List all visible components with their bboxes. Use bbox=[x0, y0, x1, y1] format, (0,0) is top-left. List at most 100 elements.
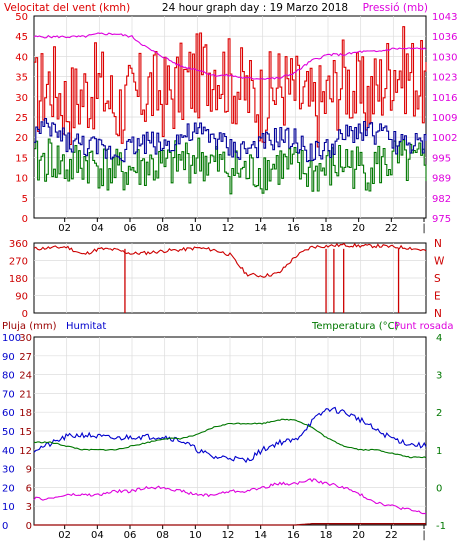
compass-label: S bbox=[434, 273, 441, 285]
pressure-y-tick-label: 1016 bbox=[432, 93, 457, 104]
direction-y-tick-label: 0 bbox=[22, 309, 28, 320]
wind-x-tick-label: | bbox=[422, 223, 425, 234]
wind-y-tick-label: 5 bbox=[22, 194, 28, 205]
wind-x-tick-label: 04 bbox=[91, 223, 104, 234]
climate-x-tick-label: 20 bbox=[352, 530, 365, 541]
climate-x-tick-label: 06 bbox=[124, 530, 137, 541]
humidity-axis-title: Humitat bbox=[66, 321, 106, 332]
humidity-y-tick-label: 20 bbox=[2, 483, 15, 494]
wind-gust-line bbox=[34, 26, 427, 148]
wind-blue-line bbox=[34, 117, 427, 163]
humidity-y-tick-label: 80 bbox=[2, 371, 15, 382]
pressure-axis-title: Pressió (mb) bbox=[363, 2, 428, 14]
wind-x-tick-label: 20 bbox=[352, 223, 365, 234]
direction-y-tick-label: 90 bbox=[15, 292, 28, 303]
humidity-y-tick-label: 100 bbox=[2, 333, 21, 344]
pressure-y-tick-label: 1023 bbox=[432, 73, 457, 84]
pressure-y-tick-label: 975 bbox=[432, 214, 451, 225]
direction-y-tick-label: 270 bbox=[9, 257, 28, 268]
wind-y-tick-label: 10 bbox=[15, 174, 28, 185]
wind-x-tick-label: 22 bbox=[385, 223, 398, 234]
wind-y-tick-label: 25 bbox=[15, 113, 28, 124]
wind-x-tick-label: 12 bbox=[222, 223, 235, 234]
rain-y-tick-label: 24 bbox=[19, 371, 32, 382]
rain-axis-title: Pluja (mm) bbox=[2, 321, 57, 332]
rain-y-tick-label: 3 bbox=[26, 502, 32, 513]
wind-y-tick-label: 45 bbox=[15, 32, 28, 43]
temperature-axis-title: Temperatura (°C) bbox=[311, 321, 399, 332]
rain-y-tick-label: 6 bbox=[26, 483, 32, 494]
pressure-y-tick-label: 982 bbox=[432, 194, 451, 205]
wind-x-tick-label: 10 bbox=[189, 223, 202, 234]
pressure-y-tick-label: 989 bbox=[432, 174, 451, 185]
humidity-y-tick-label: 10 bbox=[2, 502, 15, 513]
humidity-y-tick-label: 60 bbox=[2, 408, 15, 419]
rain-y-tick-label: 18 bbox=[19, 408, 32, 419]
compass-label: N bbox=[434, 308, 442, 320]
rain-y-tick-label: 30 bbox=[19, 333, 32, 344]
wind-x-tick-label: 06 bbox=[124, 223, 137, 234]
humidity-y-tick-label: 40 bbox=[2, 446, 15, 457]
temperature-y-tick-label: 4 bbox=[436, 333, 442, 344]
temperature-y-tick-label: 3 bbox=[436, 371, 442, 382]
pressure-y-tick-label: 995 bbox=[432, 153, 451, 164]
climate-x-tick-label: 02 bbox=[58, 530, 71, 541]
climate-x-tick-label: 18 bbox=[320, 530, 333, 541]
humidity-y-tick-label: 30 bbox=[2, 465, 15, 476]
wind-speed-axis-title: Velocitat del vent (kmh) bbox=[4, 2, 130, 14]
wind-direction-line bbox=[33, 242, 427, 278]
temperature-y-tick-label: 2 bbox=[436, 408, 442, 419]
pressure-line bbox=[33, 32, 427, 80]
dew-point-line bbox=[33, 478, 427, 515]
humidity-line bbox=[33, 406, 427, 464]
pressure-y-tick-label: 1043 bbox=[432, 12, 457, 23]
wind-average-line bbox=[34, 137, 427, 195]
pressure-y-tick-label: 1036 bbox=[432, 32, 457, 43]
pressure-y-tick-label: 1030 bbox=[432, 52, 457, 63]
rain-y-tick-label: 27 bbox=[19, 352, 32, 363]
wind-x-tick-label: 02 bbox=[58, 223, 71, 234]
pressure-y-tick-label: 1009 bbox=[432, 113, 457, 124]
wind-x-tick-label: 18 bbox=[320, 223, 333, 234]
wind-y-tick-label: 20 bbox=[15, 133, 28, 144]
humidity-y-tick-label: 90 bbox=[2, 352, 15, 363]
temperature-line bbox=[33, 418, 427, 459]
rain-y-tick-label: 21 bbox=[19, 389, 32, 400]
climate-x-tick-label: 10 bbox=[189, 530, 202, 541]
rain-y-tick-label: 9 bbox=[26, 465, 32, 476]
direction-y-tick-label: 180 bbox=[9, 274, 28, 285]
dew-point-axis-title: Punt rosada bbox=[394, 321, 453, 332]
climate-x-tick-label: 16 bbox=[287, 530, 300, 541]
rain-y-tick-label: 0 bbox=[26, 521, 32, 532]
temperature-y-tick-label: 1 bbox=[436, 446, 442, 457]
climate-x-tick-label: 12 bbox=[222, 530, 235, 541]
humidity-y-tick-label: 0 bbox=[2, 521, 8, 532]
humidity-y-tick-label: 70 bbox=[2, 389, 15, 400]
wind-y-tick-label: 35 bbox=[15, 73, 28, 84]
pressure-y-tick-label: 1002 bbox=[432, 133, 457, 144]
humidity-y-tick-label: 50 bbox=[2, 427, 15, 438]
wind-x-tick-label: 14 bbox=[254, 223, 267, 234]
compass-label: E bbox=[434, 291, 441, 303]
compass-label: N bbox=[434, 238, 442, 250]
climate-x-tick-label: | bbox=[422, 530, 425, 541]
climate-x-tick-label: 08 bbox=[156, 530, 169, 541]
wind-y-tick-label: 40 bbox=[15, 52, 28, 63]
rain-y-tick-label: 12 bbox=[19, 446, 32, 457]
rain-y-tick-label: 15 bbox=[19, 427, 32, 438]
rain-line bbox=[34, 523, 426, 526]
wind-y-tick-label: 0 bbox=[22, 214, 28, 225]
compass-label: W bbox=[434, 256, 445, 268]
wind-x-tick-label: 16 bbox=[287, 223, 300, 234]
wind-x-tick-label: 08 bbox=[156, 223, 169, 234]
climate-x-tick-label: 22 bbox=[385, 530, 398, 541]
climate-x-tick-label: 14 bbox=[254, 530, 267, 541]
wind-y-tick-label: 50 bbox=[15, 12, 28, 23]
temperature-y-tick-label: -1 bbox=[436, 521, 446, 532]
temperature-y-tick-label: 0 bbox=[436, 483, 442, 494]
chart-title: 24 hour graph day : 19 Marzo 2018 bbox=[162, 2, 348, 14]
wind-y-tick-label: 30 bbox=[15, 93, 28, 104]
wind-y-tick-label: 15 bbox=[15, 153, 28, 164]
